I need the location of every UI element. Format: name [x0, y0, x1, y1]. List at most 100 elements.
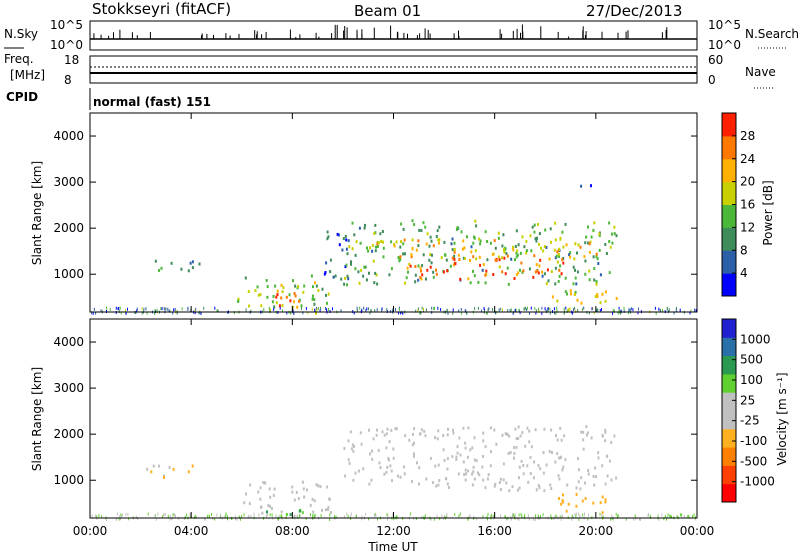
heatmap-cell [478, 237, 481, 241]
heatmap-cell [500, 514, 502, 518]
heatmap-cell [563, 434, 566, 438]
heatmap-cell [327, 235, 330, 239]
heatmap-cell [466, 455, 469, 459]
heatmap-cell [446, 513, 448, 517]
heatmap-cell [120, 311, 122, 315]
heatmap-cell [250, 514, 252, 518]
velocity-colorbar: 1000 500 100 25 -25 -100 -500 -1000 [721, 318, 775, 503]
heatmap-cell [604, 290, 607, 294]
heatmap-cell [430, 517, 432, 521]
heatmap-cell [410, 255, 413, 259]
heatmap-cell [582, 513, 584, 517]
heatmap-cell [117, 307, 119, 311]
heatmap-cell [541, 270, 543, 274]
heatmap-cell [695, 309, 697, 313]
heatmap-cell [613, 517, 615, 521]
heatmap-cell [610, 517, 612, 521]
colorbar-tick-label: 1000 [740, 332, 771, 346]
heatmap-cell [432, 270, 435, 274]
heatmap-cell [569, 307, 571, 311]
heatmap-cell [346, 512, 348, 516]
freq-frame [89, 55, 698, 84]
heatmap-cell [433, 307, 435, 311]
heatmap-cell [502, 462, 505, 466]
heatmap-cell [311, 307, 313, 311]
heatmap-cell [363, 226, 366, 230]
heatmap-cell [666, 307, 668, 311]
heatmap-cell [163, 513, 165, 516]
heatmap-cell [526, 464, 529, 468]
heatmap-cell [387, 514, 389, 518]
cpid-label: CPID [6, 90, 38, 104]
nsky-label: N.Sky [4, 27, 38, 41]
colorbar-tick-label: 12 [740, 220, 755, 234]
heatmap-cell [118, 307, 120, 310]
heatmap-cell [587, 472, 590, 476]
heatmap-cell [361, 517, 363, 521]
heatmap-cell [563, 307, 565, 311]
colorbar-tick-label: 28 [740, 129, 755, 143]
heatmap-cell [615, 476, 618, 480]
heatmap-cell [268, 306, 270, 310]
heatmap-cell [289, 513, 292, 517]
heatmap-cell [633, 517, 635, 521]
x-tick-label: 16:00 [477, 524, 512, 538]
heatmap-cell [463, 473, 466, 477]
heatmap-cell [602, 515, 604, 519]
heatmap-cell [582, 308, 583, 312]
heatmap-cell [457, 253, 460, 257]
heatmap-cell [187, 269, 190, 273]
heatmap-cell [601, 292, 604, 296]
heatmap-cell [386, 427, 389, 431]
date-title: 27/Dec/2013 [586, 2, 682, 20]
heatmap-cell [310, 274, 313, 278]
heatmap-cell [579, 487, 582, 491]
heatmap-cell [577, 468, 580, 472]
heatmap-cell [560, 272, 563, 276]
heatmap-cell [385, 470, 388, 474]
heatmap-cell [276, 293, 279, 297]
heatmap-cell [491, 308, 493, 311]
heatmap-cell [263, 308, 265, 311]
colorbar-swatch [722, 250, 736, 274]
heatmap-cell [235, 517, 236, 521]
heatmap-cell [243, 501, 246, 505]
heatmap-cell [399, 311, 401, 315]
heatmap-cell [347, 277, 350, 281]
heatmap-cell [559, 515, 561, 519]
heatmap-cell [557, 474, 560, 478]
heatmap-cell [470, 245, 473, 249]
heatmap-cell [567, 308, 570, 312]
heatmap-cell [383, 472, 386, 476]
heatmap-cell [433, 517, 435, 521]
heatmap-cell [601, 513, 603, 517]
heatmap-cell [274, 284, 277, 288]
heatmap-cell [302, 311, 304, 315]
heatmap-cell [575, 309, 577, 313]
heatmap-cell [332, 307, 333, 311]
heatmap-cell [606, 474, 609, 478]
heatmap-cell [334, 515, 336, 518]
heatmap-cell [627, 311, 629, 315]
heatmap-cell [400, 222, 403, 226]
heatmap-cell [211, 513, 212, 516]
heatmap-cell [348, 462, 351, 465]
heatmap-cell [537, 484, 540, 488]
heatmap-cell [285, 513, 288, 516]
heatmap-cell [538, 232, 541, 236]
heatmap-cell [515, 273, 518, 277]
heatmap-cell [118, 517, 120, 521]
heatmap-cell [419, 266, 422, 270]
heatmap-cell [580, 430, 583, 434]
heatmap-cell [443, 240, 446, 244]
heatmap-cell [360, 442, 363, 446]
heatmap-cell [225, 514, 227, 518]
heatmap-cell [494, 311, 496, 315]
velocity-panel: 1000 2000 3000 4000 00:00 04:00 08:00 12:00 16:0… [30, 318, 789, 554]
heatmap-cell [566, 292, 568, 296]
heatmap-cell [604, 243, 607, 246]
heatmap-cell [487, 517, 488, 521]
heatmap-cell [597, 262, 600, 265]
heatmap-cell [526, 306, 528, 310]
heatmap-cell [446, 515, 448, 519]
